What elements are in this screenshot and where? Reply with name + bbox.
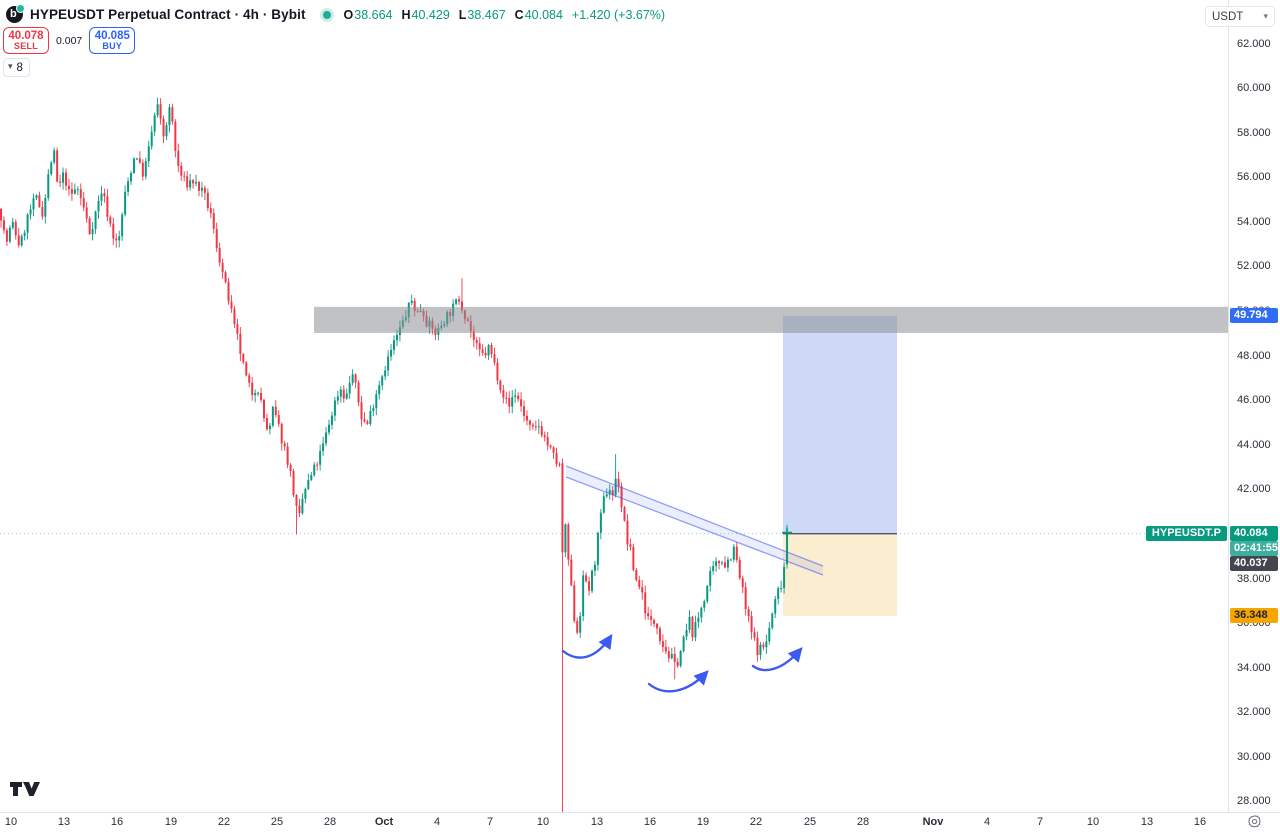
price-tick: 28.000 — [1237, 795, 1271, 808]
time-tick: 16 — [1193, 816, 1207, 828]
time-tick: 10 — [536, 816, 550, 828]
price-tick: 46.000 — [1237, 394, 1271, 407]
buy-button[interactable]: 40.085 BUY — [89, 27, 136, 54]
bars-count-dropdown[interactable]: ▾ 8 — [3, 58, 30, 77]
ohlc-low: L38.467 — [458, 7, 506, 22]
time-tick: 4 — [983, 816, 991, 828]
gear-icon[interactable] — [1247, 814, 1262, 829]
bybit-logo-icon[interactable]: b — [6, 4, 25, 23]
stop-price-label: 36.348 — [1230, 607, 1278, 623]
time-tick: 28 — [856, 816, 870, 828]
time-tick: Nov — [922, 816, 944, 828]
time-tick: 19 — [696, 816, 710, 828]
price-tick: 48.000 — [1237, 349, 1271, 362]
time-tick: 22 — [749, 816, 763, 828]
price-tick: 30.000 — [1237, 750, 1271, 763]
entry-price-label: 40.037 — [1230, 555, 1278, 571]
time-axis[interactable]: 10 13 16 19 22 25 28 Oct 4 7 10 13 16 19 22 25 28 Nov 4 7 10… — [0, 812, 1280, 832]
time-tick: Oct — [374, 816, 394, 828]
price-tick: 54.000 — [1237, 215, 1271, 228]
target-price-label: 49.794 — [1230, 308, 1278, 324]
chart-header: b HYPEUSDT Perpetual Contract · 4h · Byb… — [6, 4, 666, 23]
candlestick-chart[interactable] — [0, 0, 1228, 812]
price-tick: 42.000 — [1237, 483, 1271, 496]
ohlc-high: H40.429 — [401, 7, 450, 22]
time-tick: 25 — [803, 816, 817, 828]
price-tick: 56.000 — [1237, 171, 1271, 184]
ohlc-readout: O38.664 H40.429 L38.467 C40.084 +1.420 (… — [344, 8, 666, 22]
price-tick: 44.000 — [1237, 438, 1271, 451]
spread-value: 0.007 — [56, 34, 83, 47]
price-axis[interactable]: 28.00030.00032.00034.00036.00038.00040.0… — [1228, 0, 1280, 812]
time-tick: 19 — [164, 816, 178, 828]
last-price-label: 40.084 — [1230, 525, 1278, 541]
price-tick: 38.000 — [1237, 572, 1271, 585]
ohlc-close: C40.084 — [514, 7, 563, 22]
currency-dropdown[interactable]: USDT ▾ — [1205, 6, 1275, 27]
symbol-price-line-label: HYPEUSDT.P — [1145, 525, 1227, 541]
time-tick: 4 — [433, 816, 441, 828]
chevron-down-icon: ▾ — [8, 61, 13, 71]
price-tick: 34.000 — [1237, 661, 1271, 674]
bar-countdown-label: 02:41:55 — [1230, 540, 1278, 556]
price-tick: 60.000 — [1237, 82, 1271, 95]
time-tick: 22 — [217, 816, 231, 828]
price-tick: 58.000 — [1237, 126, 1271, 139]
time-tick: 25 — [270, 816, 284, 828]
sell-button[interactable]: 40.078 SELL — [3, 27, 49, 54]
time-tick: 10 — [1086, 816, 1100, 828]
chevron-down-icon: ▾ — [1263, 11, 1268, 21]
trade-panel: 40.078 SELL 0.007 40.085 BUY — [3, 27, 136, 54]
time-tick: 13 — [57, 816, 71, 828]
price-tick: 32.000 — [1237, 706, 1271, 719]
time-tick: 7 — [1036, 816, 1044, 828]
symbol-title[interactable]: HYPEUSDT Perpetual Contract · 4h · Bybit — [30, 7, 306, 22]
price-tick: 52.000 — [1237, 260, 1271, 273]
time-tick: 13 — [1140, 816, 1154, 828]
ohlc-open: O38.664 — [343, 7, 393, 22]
time-tick: 16 — [110, 816, 124, 828]
time-tick: 10 — [4, 816, 18, 828]
price-change: +1.420 (+3.67%) — [571, 7, 666, 22]
tradingview-logo[interactable] — [9, 781, 41, 797]
market-open-dot-icon[interactable] — [322, 10, 331, 19]
time-tick: 7 — [486, 816, 494, 828]
price-tick: 62.000 — [1237, 37, 1271, 50]
time-tick: 16 — [643, 816, 657, 828]
time-tick: 13 — [590, 816, 604, 828]
time-tick: 28 — [323, 816, 337, 828]
